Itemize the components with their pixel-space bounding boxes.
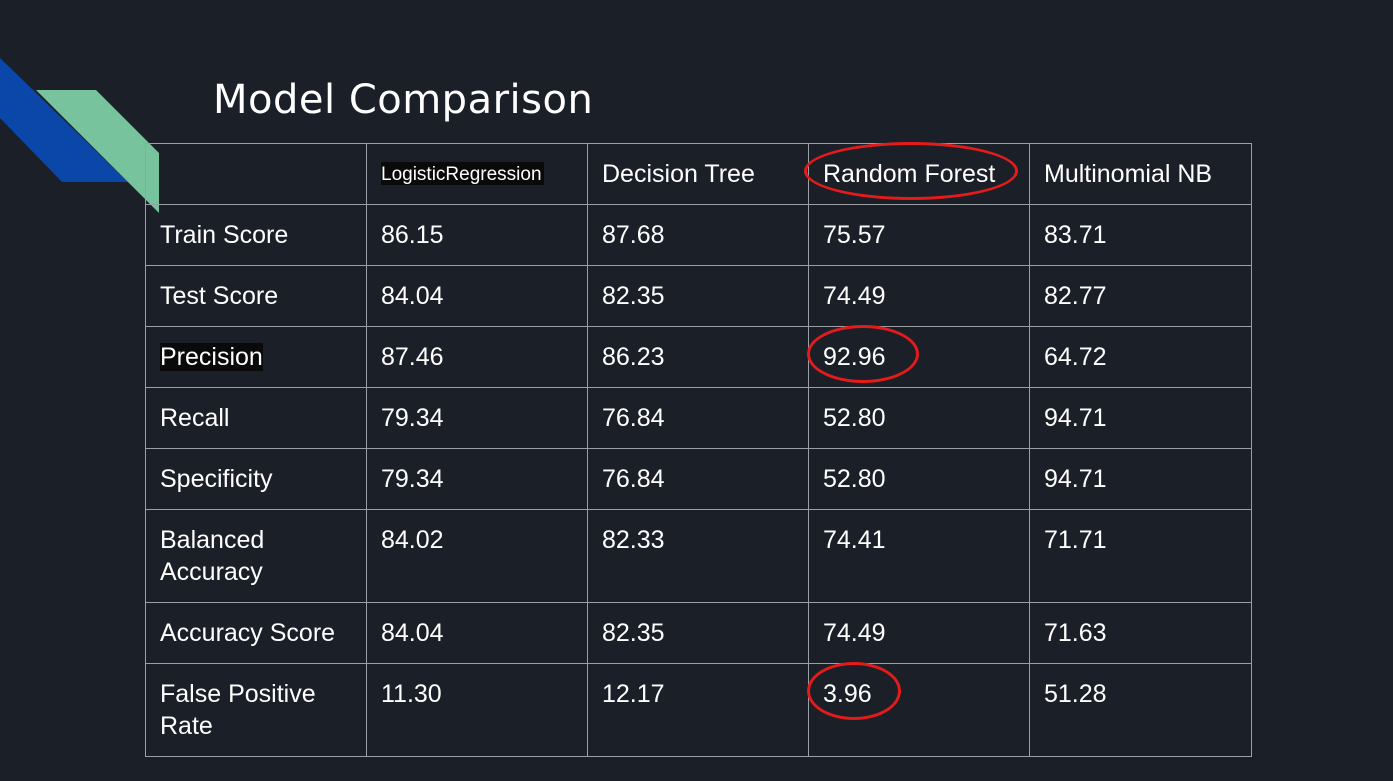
header-label-random-forest: Random Forest xyxy=(823,160,996,188)
value-cell: 86.23 xyxy=(587,326,809,388)
value-cell: 82.77 xyxy=(1029,265,1252,327)
header-cell-random-forest: Random Forest xyxy=(804,142,1030,205)
metric-label: Test Score xyxy=(145,265,367,327)
value-cell: 12.17 xyxy=(587,663,809,757)
metric-label: Train Score xyxy=(145,204,367,266)
header-cell-multinomial-nb: Multinomial NB xyxy=(1029,143,1252,205)
table-row: Train Score 86.15 87.68 75.57 83.71 xyxy=(145,204,1252,266)
header-label-logistic-regression: LogisticRegression xyxy=(381,162,544,185)
value-cell: 84.04 xyxy=(366,602,588,664)
value-cell: 82.35 xyxy=(587,265,809,327)
blue-stripe xyxy=(0,58,128,182)
header-row: LogisticRegression Decision Tree Random … xyxy=(145,142,1252,205)
table-row: Test Score 84.04 82.35 74.49 82.77 xyxy=(145,265,1252,327)
value-cell: 76.84 xyxy=(587,387,809,449)
value-cell: 86.15 xyxy=(366,204,588,266)
table-row: Specificity 79.34 76.84 52.80 94.71 xyxy=(145,448,1252,510)
value-cell: 82.33 xyxy=(587,509,809,603)
value-text: 3.96 xyxy=(823,680,872,708)
table-row: Precision 87.46 86.23 92.96 64.72 xyxy=(145,325,1252,388)
value-cell: 76.84 xyxy=(587,448,809,510)
model-comparison-table: LogisticRegression Decision Tree Random … xyxy=(145,142,1252,757)
random-forest-circled: Random Forest xyxy=(804,142,1018,200)
value-cell-circled: 92.96 xyxy=(807,325,1030,388)
value-cell: 94.71 xyxy=(1029,448,1252,510)
value-cell: 84.04 xyxy=(366,265,588,327)
value-cell: 74.49 xyxy=(808,265,1030,327)
header-cell-empty xyxy=(145,143,367,205)
metric-label: Balanced Accuracy xyxy=(145,509,367,603)
metric-label: Specificity xyxy=(145,448,367,510)
value-cell: 11.30 xyxy=(366,663,588,757)
value-cell: 94.71 xyxy=(1029,387,1252,449)
metric-label-cell: Precision xyxy=(145,326,367,388)
value-cell: 71.71 xyxy=(1029,509,1252,603)
metric-label: Precision xyxy=(160,343,263,371)
value-cell: 84.02 xyxy=(366,509,588,603)
table-row: Balanced Accuracy 84.02 82.33 74.41 71.7… xyxy=(145,509,1252,603)
value-cell-circled: 3.96 xyxy=(807,662,1030,757)
header-cell-decision-tree: Decision Tree xyxy=(587,143,809,205)
value-cell: 83.71 xyxy=(1029,204,1252,266)
table-row: Accuracy Score 84.04 82.35 74.49 71.63 xyxy=(145,602,1252,664)
value-cell: 87.46 xyxy=(366,326,588,388)
value-cell: 75.57 xyxy=(808,204,1030,266)
metric-label: Accuracy Score xyxy=(145,602,367,664)
precision-circled: 92.96 xyxy=(807,325,919,383)
metric-label: False Positive Rate xyxy=(145,663,367,757)
value-cell: 79.34 xyxy=(366,387,588,449)
value-cell: 74.41 xyxy=(808,509,1030,603)
value-cell: 52.80 xyxy=(808,448,1030,510)
header-cell-logistic-regression: LogisticRegression xyxy=(366,143,588,205)
value-cell: 52.80 xyxy=(808,387,1030,449)
value-cell: 87.68 xyxy=(587,204,809,266)
value-cell: 74.49 xyxy=(808,602,1030,664)
table-row: Recall 79.34 76.84 52.80 94.71 xyxy=(145,387,1252,449)
value-cell: 64.72 xyxy=(1029,326,1252,388)
false-positive-rate-circled: 3.96 xyxy=(807,662,901,720)
green-stripe xyxy=(36,90,159,213)
corner-decoration xyxy=(0,58,159,213)
slide-title: Model Comparison xyxy=(213,77,594,123)
value-cell: 79.34 xyxy=(366,448,588,510)
metric-label: Recall xyxy=(145,387,367,449)
value-cell: 51.28 xyxy=(1029,663,1252,757)
value-text: 92.96 xyxy=(823,343,886,371)
table-row: False Positive Rate 11.30 12.17 3.96 51.… xyxy=(145,662,1252,757)
value-cell: 71.63 xyxy=(1029,602,1252,664)
value-cell: 82.35 xyxy=(587,602,809,664)
